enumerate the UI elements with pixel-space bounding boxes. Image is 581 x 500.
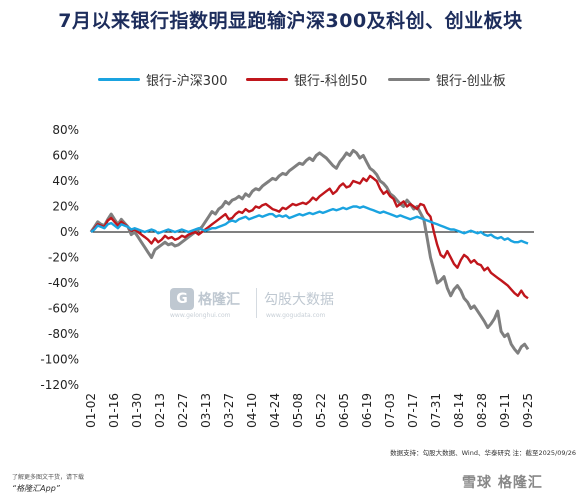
x-tick-label: 01-02 <box>84 393 98 428</box>
legend-label-kc50: 银行-科创50 <box>294 74 368 89</box>
x-tick-label: 01-30 <box>130 393 144 428</box>
x-tick-label: 03-13 <box>199 393 213 428</box>
x-tick-label: 05-08 <box>291 393 305 428</box>
legend-item-hs300: 银行-沪深300 <box>98 70 228 89</box>
legend-swatch-kc50 <box>246 78 288 81</box>
series-line-2 <box>89 148 530 355</box>
legend-swatch-cyb <box>388 78 430 81</box>
y-tick-label: -120% <box>40 378 79 392</box>
x-tick-label: 06-05 <box>337 393 351 428</box>
x-tick-label: 09-25 <box>521 393 535 428</box>
y-tick-label: 80% <box>52 123 79 137</box>
series-line-1 <box>90 174 529 300</box>
x-tick-label: 07-31 <box>429 393 443 428</box>
x-tick-label: 05-22 <box>314 393 328 428</box>
legend-label-hs300: 银行-沪深300 <box>146 74 228 89</box>
y-tick-label: 0% <box>60 225 79 239</box>
x-tick-label: 01-16 <box>107 393 121 428</box>
x-tick-label: 08-28 <box>475 393 489 428</box>
y-tick-label: -20% <box>48 251 79 265</box>
source-note: 数据支持：勾股大数据、Wind、华泰研究 注：截至2025/09/26 <box>390 449 576 457</box>
y-tick-label: -40% <box>48 276 79 290</box>
x-tick-label: 03-27 <box>222 393 236 428</box>
y-tick-label: -100% <box>40 353 79 367</box>
y-tick-label: 60% <box>52 149 79 163</box>
y-tick-label: 20% <box>52 200 79 214</box>
watermark-site: www.gelonghui.com <box>170 312 231 319</box>
watermark-brand: 格隆汇 <box>198 292 240 308</box>
x-tick-label: 07-03 <box>383 393 397 428</box>
promo-text: 了解更多图文干货，请下载 <box>12 474 85 481</box>
legend-swatch-hs300 <box>98 78 140 81</box>
y-tick-label: 40% <box>52 174 79 188</box>
watermark: G 格隆汇 www.gelonghui.com 勾股大数据 www.goguda… <box>170 286 350 326</box>
x-tick-label: 02-13 <box>153 393 167 428</box>
x-tick-label: 07-17 <box>406 393 420 428</box>
legend-label-cyb: 银行-创业板 <box>436 74 506 89</box>
y-tick-label: -60% <box>48 302 79 316</box>
x-tick-label: 04-10 <box>245 393 259 428</box>
watermark-site-2: www.gogudata.com <box>266 312 326 319</box>
series-line-0 <box>90 205 529 245</box>
chart-legend: 银行-沪深300 银行-科创50 银行-创业板 <box>0 70 581 89</box>
chart-title: 7月以来银行指数明显跑输沪深300及科创、创业板块 <box>58 10 523 32</box>
x-tick-label: 04-24 <box>268 393 282 428</box>
legend-item-cyb: 银行-创业板 <box>388 70 506 89</box>
watermark-divider <box>256 288 257 318</box>
x-tick-label: 08-14 <box>452 393 466 428</box>
x-tick-label: 02-27 <box>176 393 190 428</box>
watermark-logo-icon: G <box>170 288 194 310</box>
promo-app-name: “格隆汇App” <box>12 484 60 493</box>
x-axis: 01-02 01-16 01-30 02-13 02-27 03-13 03-27 04-10… <box>84 393 535 428</box>
watermark-brand-2: 勾股大数据 <box>264 292 334 308</box>
series-lines <box>89 148 530 355</box>
x-tick-label: 09-11 <box>498 393 512 428</box>
x-tick-label: 06-19 <box>360 393 374 428</box>
y-axis: 80% 60% 40% 20% 0% -20% -40% -60% -80% -100% -120% <box>40 123 534 392</box>
bottom-logo: 雪球 格隆汇 <box>462 475 543 491</box>
y-tick-label: -80% <box>48 327 79 341</box>
legend-item-kc50: 银行-科创50 <box>246 70 367 89</box>
